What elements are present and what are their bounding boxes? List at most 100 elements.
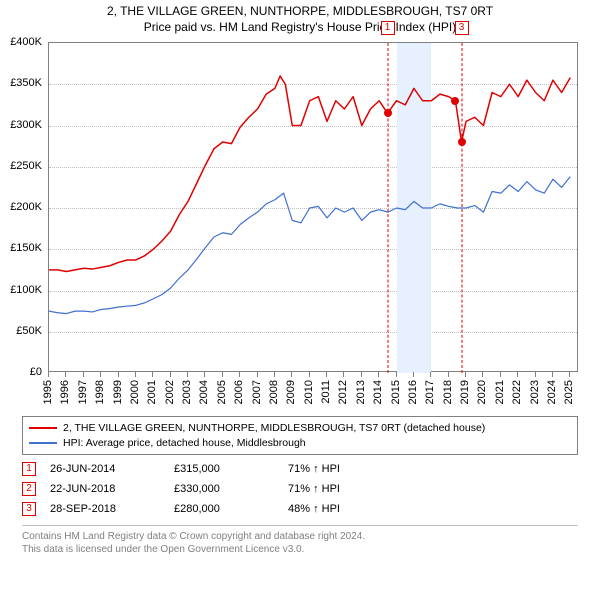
x-tick-label: 2025 xyxy=(563,380,575,404)
legend-row: 2, THE VILLAGE GREEN, NUNTHORPE, MIDDLES… xyxy=(29,421,571,436)
x-tick-label: 1999 xyxy=(112,380,124,404)
sale-price: £330,000 xyxy=(174,484,274,495)
footer-line1: Contains HM Land Registry data © Crown c… xyxy=(22,530,578,543)
x-tick-mark xyxy=(274,372,275,377)
x-tick-mark xyxy=(257,372,258,377)
x-tick-mark xyxy=(396,372,397,377)
x-tick-mark xyxy=(170,372,171,377)
x-tick-mark xyxy=(309,372,310,377)
series-line-hpi xyxy=(49,177,570,314)
x-tick-mark xyxy=(535,372,536,377)
y-tick-label: £350K xyxy=(0,77,42,89)
x-tick-mark xyxy=(413,372,414,377)
x-tick-mark xyxy=(552,372,553,377)
y-tick-label: £200K xyxy=(0,201,42,213)
x-tick-mark xyxy=(135,372,136,377)
x-tick-mark xyxy=(569,372,570,377)
x-tick-label: 2021 xyxy=(494,380,506,404)
x-tick-label: 2024 xyxy=(546,380,558,404)
sale-date: 22-JUN-2018 xyxy=(50,484,160,495)
x-tick-label: 2023 xyxy=(529,380,541,404)
x-tick-label: 2016 xyxy=(407,380,419,404)
x-tick-mark xyxy=(361,372,362,377)
x-tick-label: 2014 xyxy=(372,380,384,404)
x-tick-label: 1997 xyxy=(77,380,89,404)
sale-index-badge: 1 xyxy=(22,462,36,476)
sale-pct: 71% ↑ HPI xyxy=(288,484,408,495)
x-tick-mark xyxy=(465,372,466,377)
x-tick-mark xyxy=(343,372,344,377)
sale-pct: 71% ↑ HPI xyxy=(288,464,408,475)
series-line-price_paid xyxy=(49,76,570,272)
x-tick-mark xyxy=(204,372,205,377)
legend-label: 2, THE VILLAGE GREEN, NUNTHORPE, MIDDLES… xyxy=(63,421,485,436)
x-tick-label: 2015 xyxy=(390,380,402,404)
x-tick-mark xyxy=(291,372,292,377)
y-tick-label: £100K xyxy=(0,284,42,296)
sale-row: 3 28-SEP-2018 £280,000 48% ↑ HPI xyxy=(22,499,578,519)
x-tick-label: 1996 xyxy=(59,380,71,404)
x-tick-label: 2013 xyxy=(355,380,367,404)
x-tick-mark xyxy=(222,372,223,377)
x-tick-mark xyxy=(239,372,240,377)
x-tick-mark xyxy=(83,372,84,377)
sale-price: £280,000 xyxy=(174,504,274,515)
chart-subtitle: Price paid vs. HM Land Registry's House … xyxy=(0,20,600,34)
legend-row: HPI: Average price, detached house, Midd… xyxy=(29,436,571,451)
y-tick-label: £300K xyxy=(0,119,42,131)
marker-dot xyxy=(451,97,459,105)
sale-pct: 48% ↑ HPI xyxy=(288,504,408,515)
legend-label: HPI: Average price, detached house, Midd… xyxy=(63,436,306,451)
x-tick-mark xyxy=(378,372,379,377)
x-tick-label: 1998 xyxy=(94,380,106,404)
plot-wrap: £0£50K£100K£150K£200K£250K£300K£350K£400… xyxy=(48,42,578,412)
x-tick-mark xyxy=(100,372,101,377)
y-tick-label: £250K xyxy=(0,160,42,172)
x-tick-label: 2022 xyxy=(511,380,523,404)
x-tick-label: 2004 xyxy=(198,380,210,404)
legend-swatch xyxy=(29,427,57,429)
legend-swatch xyxy=(29,442,57,444)
marker-badge: 3 xyxy=(455,21,469,35)
x-tick-label: 2000 xyxy=(129,380,141,404)
sale-date: 26-JUN-2014 xyxy=(50,464,160,475)
x-tick-label: 2002 xyxy=(164,380,176,404)
plot-area: 13 xyxy=(48,42,578,372)
x-tick-mark xyxy=(500,372,501,377)
x-tick-label: 2007 xyxy=(251,380,263,404)
x-tick-mark xyxy=(482,372,483,377)
x-tick-mark xyxy=(65,372,66,377)
x-tick-label: 2001 xyxy=(146,380,158,404)
footer-line2: This data is licensed under the Open Gov… xyxy=(22,543,578,556)
x-tick-mark xyxy=(430,372,431,377)
y-tick-label: £400K xyxy=(0,36,42,48)
x-tick-label: 2020 xyxy=(476,380,488,404)
marker-badge: 1 xyxy=(381,21,395,35)
chart-title: 2, THE VILLAGE GREEN, NUNTHORPE, MIDDLES… xyxy=(0,4,600,18)
x-tick-label: 2005 xyxy=(216,380,228,404)
sale-date: 28-SEP-2018 xyxy=(50,504,160,515)
x-tick-mark xyxy=(118,372,119,377)
legend-box: 2, THE VILLAGE GREEN, NUNTHORPE, MIDDLES… xyxy=(22,416,578,455)
sale-row: 2 22-JUN-2018 £330,000 71% ↑ HPI xyxy=(22,479,578,499)
sale-price: £315,000 xyxy=(174,464,274,475)
x-tick-label: 1995 xyxy=(42,380,54,404)
marker-dot xyxy=(384,109,392,117)
x-tick-label: 2003 xyxy=(181,380,193,404)
x-tick-mark xyxy=(517,372,518,377)
x-tick-label: 2019 xyxy=(459,380,471,404)
sale-index-badge: 2 xyxy=(22,482,36,496)
chart-titles: 2, THE VILLAGE GREEN, NUNTHORPE, MIDDLES… xyxy=(0,0,600,34)
x-tick-label: 2011 xyxy=(320,380,332,404)
x-tick-mark xyxy=(448,372,449,377)
x-tick-label: 2010 xyxy=(303,380,315,404)
x-tick-label: 2012 xyxy=(337,380,349,404)
sale-index-badge: 3 xyxy=(22,502,36,516)
y-tick-label: £150K xyxy=(0,242,42,254)
y-tick-label: £0 xyxy=(0,366,42,378)
footer: Contains HM Land Registry data © Crown c… xyxy=(22,525,578,556)
x-tick-label: 2017 xyxy=(424,380,436,404)
x-tick-label: 2006 xyxy=(233,380,245,404)
x-tick-mark xyxy=(152,372,153,377)
y-tick-label: £50K xyxy=(0,325,42,337)
